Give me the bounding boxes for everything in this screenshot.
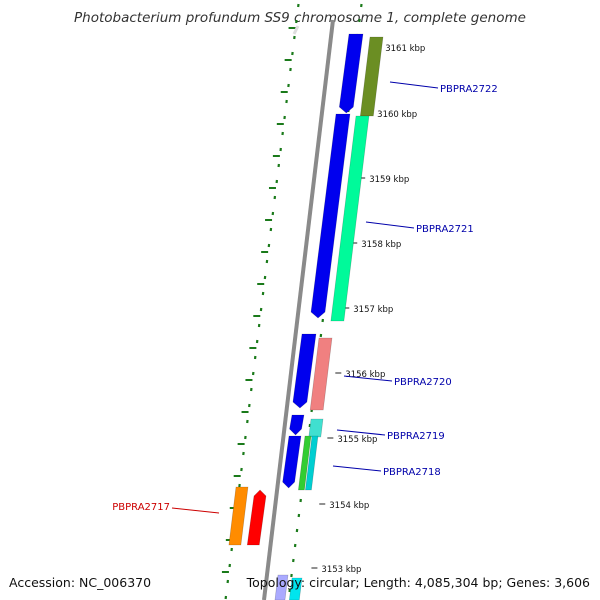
gene-feature-turquoise <box>308 418 324 438</box>
cds-feature-2721-blue <box>310 113 351 319</box>
kbp-label: 3157 kbp <box>353 305 393 315</box>
gene-feature-olive <box>359 36 384 117</box>
gene-label-pbpra2718: PBPRA2718 <box>383 467 441 478</box>
gene-label-leader <box>171 507 220 514</box>
gene-feature-cyan <box>289 577 303 600</box>
left-major-ticks <box>221 27 296 573</box>
gene-feature-green <box>298 435 312 491</box>
gene-label-pbpra2719: PBPRA2719 <box>387 431 445 442</box>
kbp-label: 3161 kbp <box>385 44 425 54</box>
cds-feature-lavender <box>274 574 289 600</box>
gene-label-leader <box>389 81 439 89</box>
kbp-ruler: 3161 kbp 3160 kbp 3159 kbp 3158 kbp 3157 kbp… <box>311 44 425 575</box>
gene-feature-dark-turquoise <box>305 435 319 491</box>
gene-label-leader <box>343 375 393 382</box>
gene-label-pbpra2721: PBPRA2721 <box>416 224 474 235</box>
cds-feature-2720-blue <box>292 333 317 409</box>
kbp-label: 3154 kbp <box>329 501 369 511</box>
genome-summary-text: Topology: circular; Length: 4,085,304 bp… <box>246 575 590 590</box>
kbp-label: 3158 kbp <box>361 240 401 250</box>
gene-label-leader <box>332 465 382 472</box>
faint-feature <box>292 25 300 35</box>
cds-feature-2718-blue <box>282 435 302 489</box>
gene-feature-spring-green <box>330 115 370 322</box>
outer-left-tick-ring <box>224 3 300 600</box>
gene-label-pbpra2717: PBPRA2717 <box>112 502 170 513</box>
gene-label-leader <box>336 429 386 436</box>
kbp-label: 3159 kbp <box>369 175 409 185</box>
gene-label-leader <box>365 221 415 229</box>
gene-feature-red <box>246 489 267 546</box>
cds-feature-2719-blue <box>289 414 305 436</box>
gene-feature-light-coral <box>309 337 333 411</box>
kbp-label: 3153 kbp <box>321 565 361 575</box>
figure-title: Photobacterium profundum SS9 chromosome … <box>74 10 526 26</box>
accession-text: Accession: NC_006370 <box>9 575 152 590</box>
kbp-label: 3156 kbp <box>345 370 385 380</box>
cds-feature-2722-blue <box>339 33 364 114</box>
gene-label-pbpra2722: PBPRA2722 <box>440 84 498 95</box>
kbp-label: 3160 kbp <box>377 110 417 120</box>
gene-feature-orange <box>228 486 249 546</box>
backbone-line <box>262 19 335 600</box>
gene-label-pbpra2720: PBPRA2720 <box>394 377 452 388</box>
kbp-label: 3155 kbp <box>337 435 377 445</box>
